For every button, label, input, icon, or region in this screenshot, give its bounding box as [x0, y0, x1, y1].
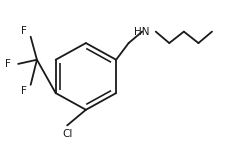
Text: HN: HN — [134, 27, 149, 37]
Text: F: F — [5, 59, 11, 69]
Text: Cl: Cl — [62, 129, 72, 139]
Text: F: F — [21, 86, 27, 96]
Text: F: F — [21, 26, 27, 36]
